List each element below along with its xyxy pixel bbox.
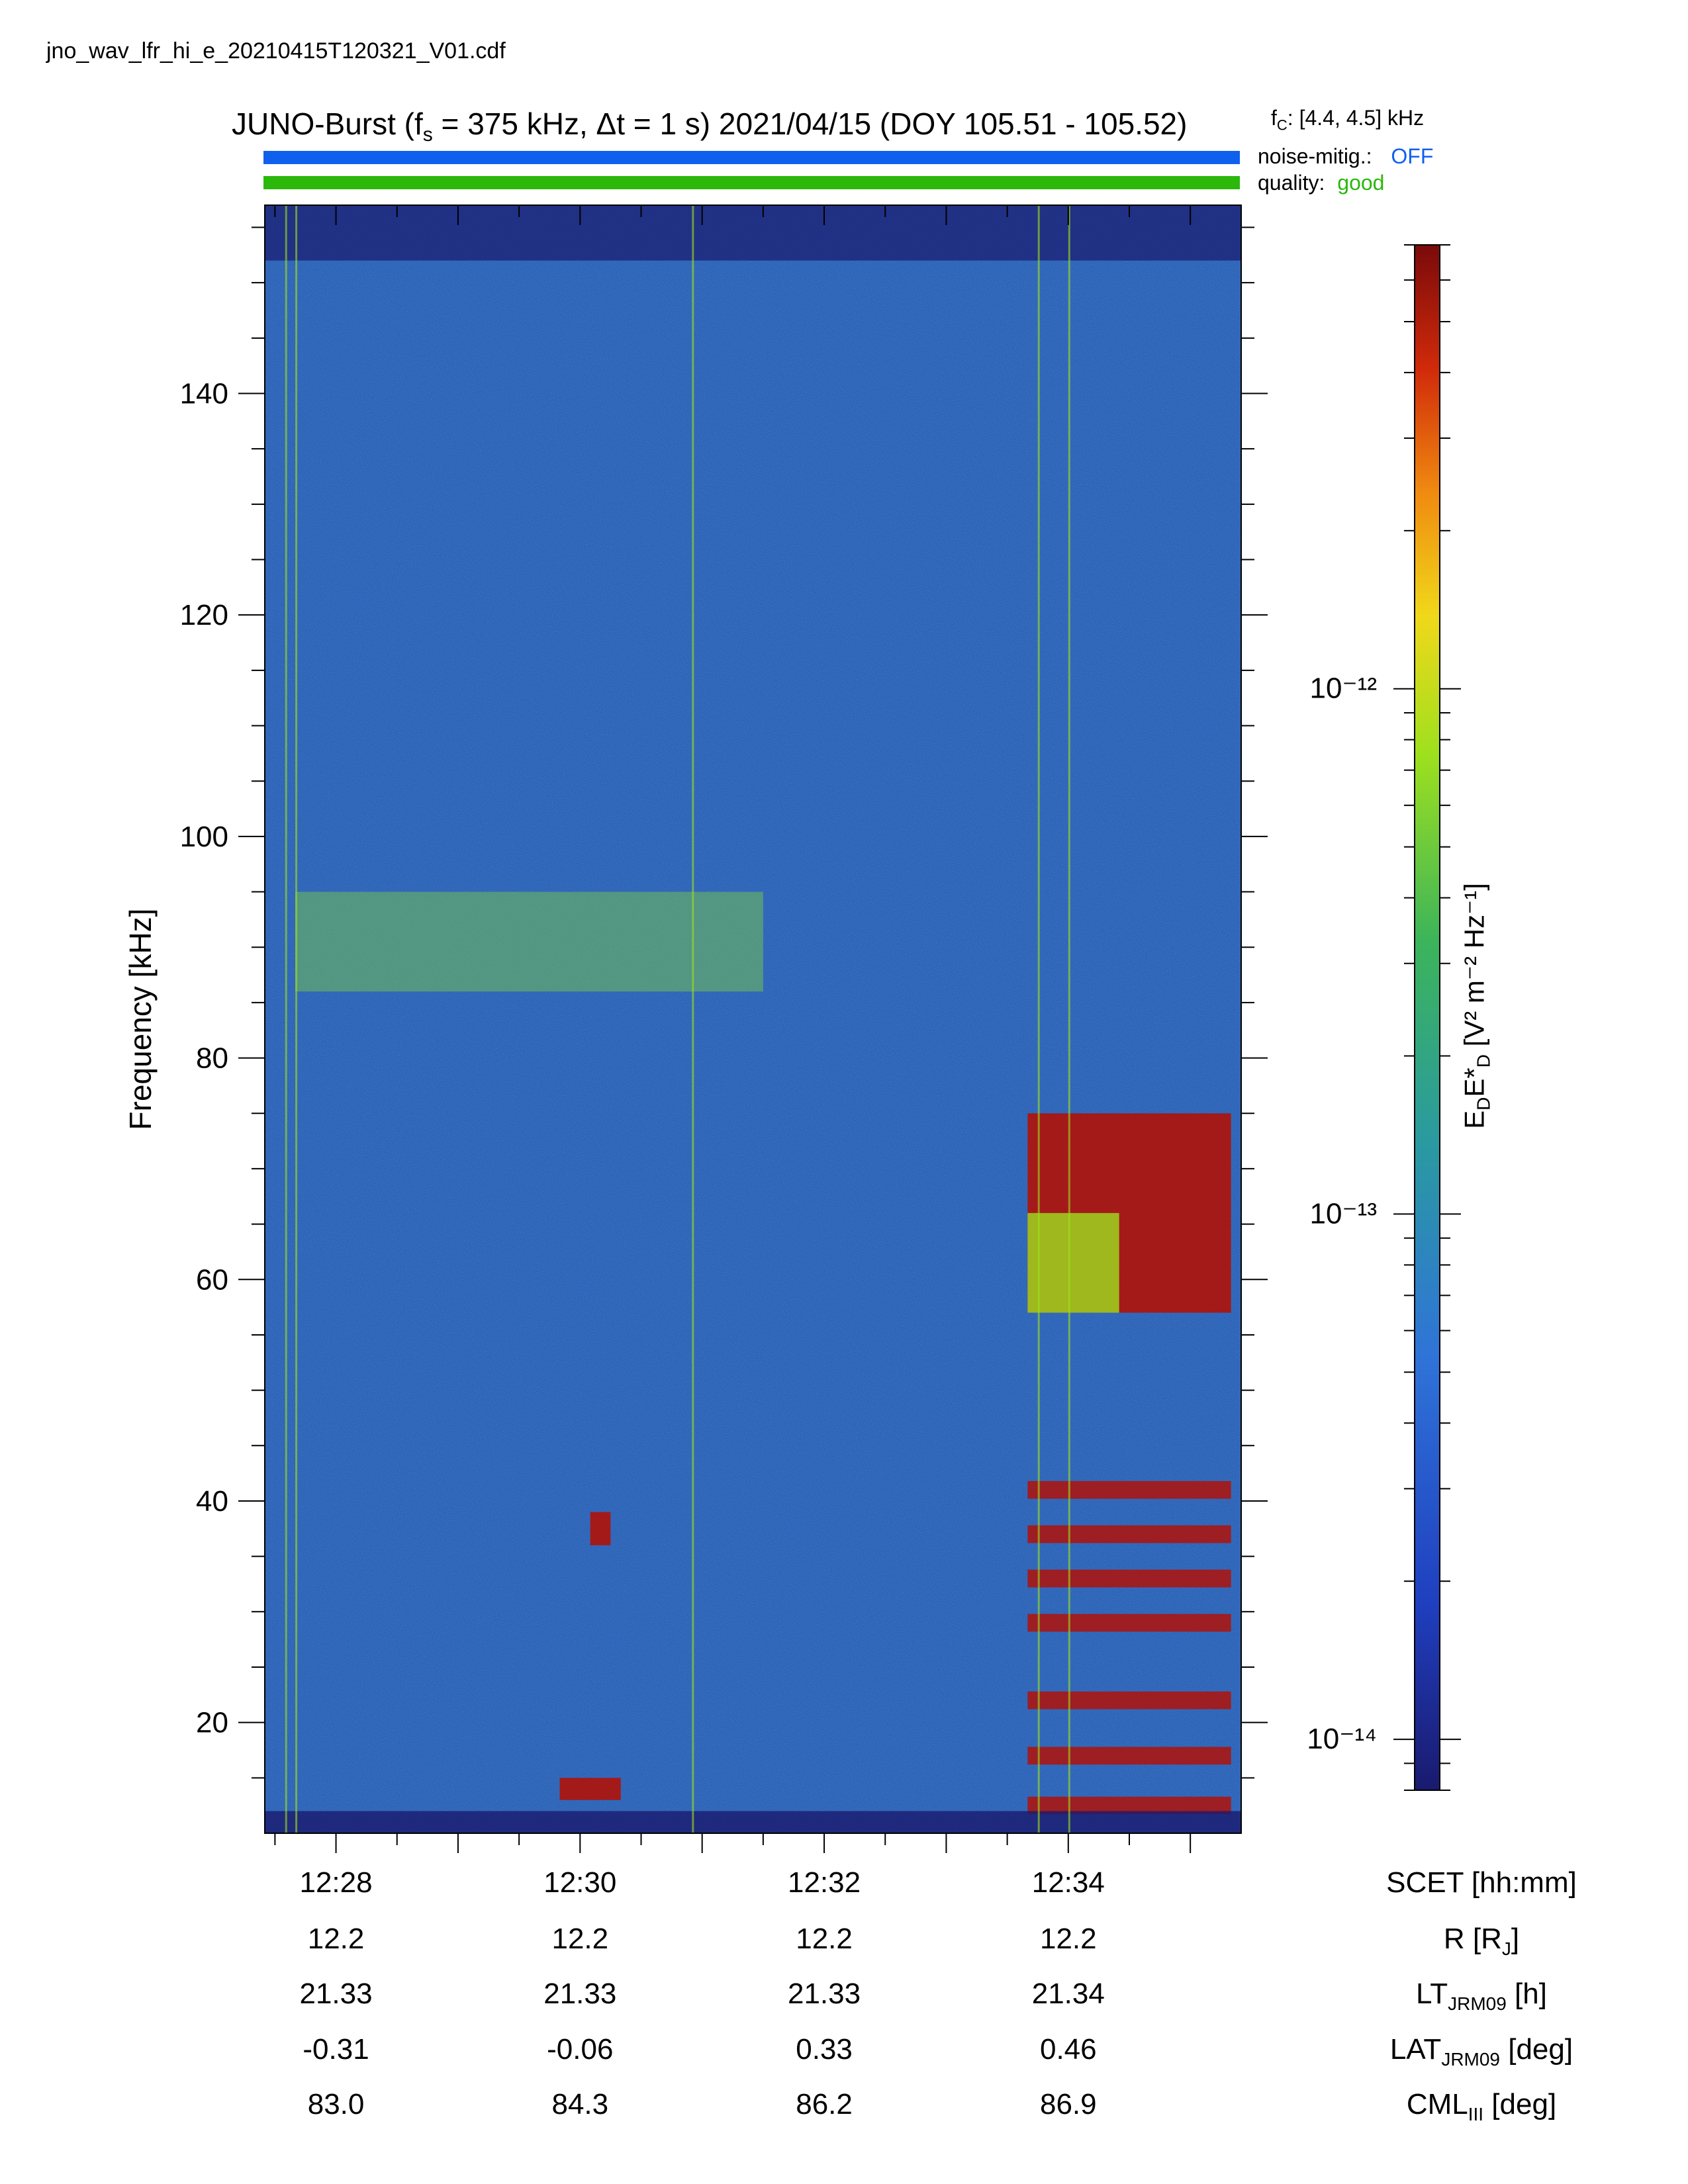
cb-label-main: E bbox=[1458, 1110, 1490, 1129]
emission-band bbox=[295, 891, 763, 992]
plot-area bbox=[265, 205, 1241, 1833]
top-band bbox=[265, 205, 1241, 261]
ephemeris-value: 84.3 bbox=[551, 2088, 609, 2120]
ephemeris-row-label: LTJRM09 [h] bbox=[1416, 1978, 1547, 2014]
ephemeris-value: 12:34 bbox=[1031, 1866, 1105, 1899]
y-tick-label: 60 bbox=[196, 1263, 228, 1296]
ephemeris-value: -0.06 bbox=[547, 2033, 614, 2066]
harmonic-band bbox=[1027, 1614, 1231, 1632]
ephemeris-value: 12.2 bbox=[551, 1923, 609, 1955]
ephemeris-row-label: CMLIII [deg] bbox=[1406, 2088, 1557, 2124]
quality-bar bbox=[263, 176, 1240, 189]
ephemeris-value: 21.34 bbox=[1031, 1978, 1105, 2010]
ephemeris-value: -0.31 bbox=[303, 2033, 369, 2066]
cb-tick-label: 10⁻¹² bbox=[1310, 672, 1377, 705]
ephemeris-value: 86.2 bbox=[796, 2088, 853, 2120]
noise-mitigation-status: noise-mitig.: OFF bbox=[1258, 144, 1433, 169]
low-cutoff bbox=[265, 1811, 1241, 1833]
fc-label: fC: [4.4, 4.5] kHz bbox=[1271, 106, 1424, 134]
colorbar-label: EDE*D [V² m⁻² Hz⁻¹] bbox=[1458, 883, 1494, 1129]
ephemeris-value: 12.2 bbox=[796, 1923, 853, 1955]
ephemeris-row-label: SCET [hh:mm] bbox=[1386, 1866, 1577, 1899]
plot-frame bbox=[264, 205, 1242, 1834]
quality-label: quality: bbox=[1258, 171, 1325, 195]
title-rest: = 375 kHz, Δt = 1 s) 2021/04/15 (DOY 105… bbox=[432, 107, 1188, 141]
interference-line bbox=[295, 205, 298, 1833]
harmonic-band bbox=[1027, 1480, 1231, 1499]
ephemeris-value: 21.33 bbox=[787, 1978, 861, 2010]
interference-line bbox=[692, 205, 694, 1833]
interference-line bbox=[1037, 205, 1040, 1833]
title-sub: s bbox=[422, 124, 433, 146]
y-tick-label: 80 bbox=[196, 1042, 228, 1075]
ephemeris-value: 0.46 bbox=[1039, 2033, 1097, 2066]
harmonic-band bbox=[1027, 1747, 1231, 1765]
ephemeris-value: 12:30 bbox=[543, 1866, 617, 1899]
y-axis-label: Frequency [kHz] bbox=[123, 908, 158, 1130]
chart-title: JUNO-Burst (fs = 375 kHz, Δt = 1 s) 2021… bbox=[232, 106, 1187, 146]
quality-value: good bbox=[1337, 171, 1385, 195]
emission-patch bbox=[559, 1778, 621, 1800]
spectrogram-chart: 20 40 60 80 100 120 140 10⁻¹² 10⁻¹³ 10⁻¹⁴ bbox=[180, 205, 1461, 1853]
cb-tick-label: 10⁻¹⁴ bbox=[1307, 1723, 1377, 1755]
colorbar bbox=[1414, 244, 1440, 1791]
noise-value: OFF bbox=[1391, 144, 1434, 168]
y-tick-label: 40 bbox=[196, 1485, 228, 1518]
ephemeris-value: 0.33 bbox=[796, 2033, 853, 2066]
y-tick-label: 100 bbox=[180, 821, 228, 853]
interference-line bbox=[1068, 205, 1070, 1833]
noise-label: noise-mitig.: bbox=[1258, 144, 1372, 168]
cb-label-units: [V² m⁻² Hz⁻¹] bbox=[1458, 883, 1490, 1055]
harmonic-band bbox=[1027, 1569, 1231, 1588]
ephemeris-value: 12.2 bbox=[307, 1923, 365, 1955]
cb-label-sub2: D bbox=[1473, 1054, 1494, 1068]
emission-patch bbox=[590, 1512, 611, 1545]
ephemeris-value: 86.9 bbox=[1039, 2088, 1097, 2120]
y-tick-label: 20 bbox=[196, 1707, 228, 1739]
quality-status: quality: good bbox=[1258, 171, 1384, 195]
title-prefix: JUNO-Burst (f bbox=[232, 107, 423, 141]
ephemeris-value: 21.33 bbox=[299, 1978, 373, 2010]
emission-fringe bbox=[1027, 1212, 1119, 1313]
harmonic-band bbox=[1027, 1525, 1231, 1543]
y-tick-label: 120 bbox=[180, 599, 228, 631]
file-name: jno_wav_lfr_hi_e_20210415T120321_V01.cdf bbox=[46, 38, 506, 64]
ephemeris-row-label: LATJRM09 [deg] bbox=[1389, 2033, 1573, 2070]
interference-line bbox=[285, 205, 287, 1833]
cb-label-mid: E* bbox=[1458, 1068, 1490, 1097]
ephemeris-value: 12:28 bbox=[299, 1866, 373, 1899]
cb-label-sub1: D bbox=[1473, 1097, 1494, 1111]
y-tick-label: 140 bbox=[180, 377, 228, 410]
fc-value: : [4.4, 4.5] kHz bbox=[1287, 106, 1425, 130]
ephemeris-value: 12.2 bbox=[1039, 1923, 1097, 1955]
cb-tick-label: 10⁻¹³ bbox=[1310, 1197, 1377, 1230]
fc-symbol: f bbox=[1271, 106, 1277, 130]
ephemeris-value: 21.33 bbox=[543, 1978, 617, 2010]
fc-sub: C bbox=[1276, 116, 1288, 134]
ephemeris-row-label: R [RJ] bbox=[1443, 1923, 1520, 1959]
ephemeris-value: 83.0 bbox=[307, 2088, 365, 2120]
noise-mitigation-bar bbox=[263, 151, 1240, 164]
ephemeris-value: 12:32 bbox=[787, 1866, 861, 1899]
harmonic-band bbox=[1027, 1691, 1231, 1709]
